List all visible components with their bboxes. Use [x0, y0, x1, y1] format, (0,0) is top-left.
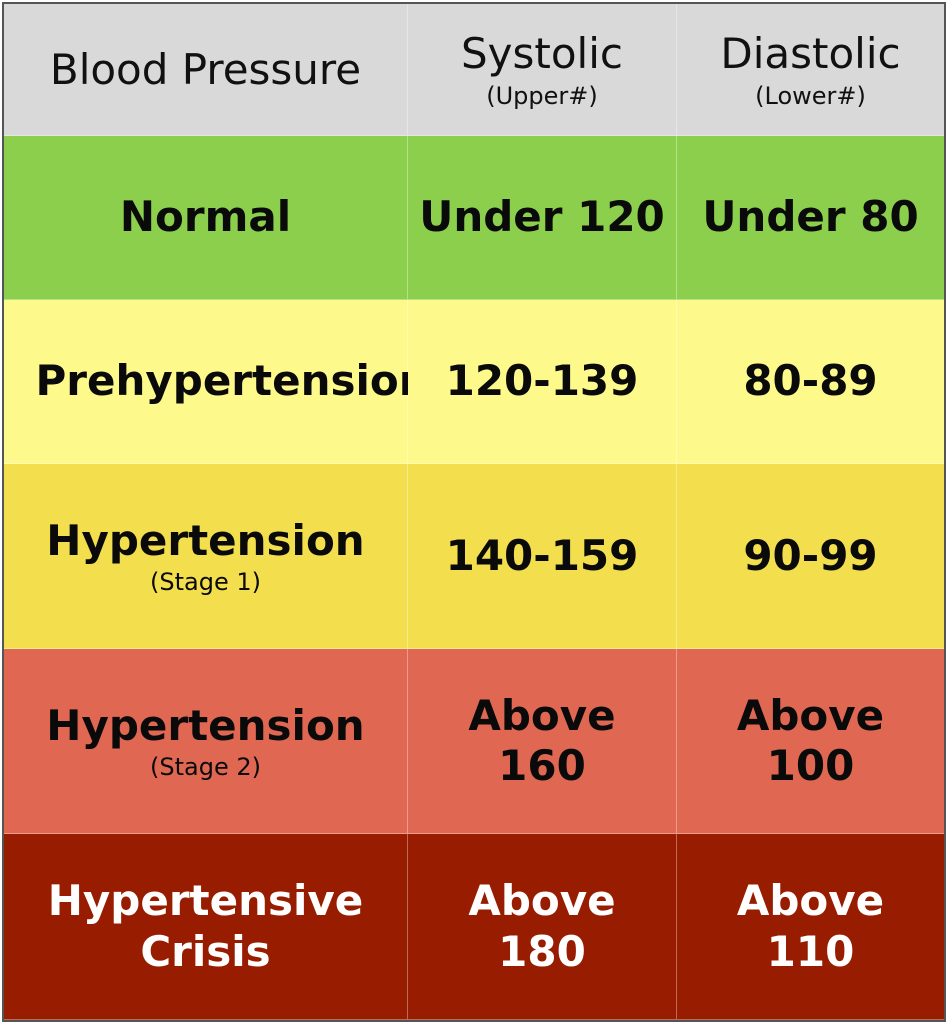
cell-note: (Upper#) — [486, 82, 598, 110]
cell-text: Above 180 — [468, 876, 616, 976]
cell-text: 140-159 — [445, 530, 639, 580]
body-cell: Above 180 — [408, 834, 677, 1020]
cell-text: Under 80 — [702, 192, 919, 242]
cell-text: Diastolic — [720, 29, 901, 78]
head-cell: Systolic (Upper#) — [408, 4, 677, 136]
body-cell: Hypertension (Stage 2) — [4, 649, 408, 834]
cell-text: Normal — [119, 192, 292, 242]
cell-text: 90-99 — [743, 530, 878, 580]
body-cell: Normal — [4, 136, 408, 300]
cell-text: Hypertension — [46, 700, 365, 750]
cell-text: Above 110 — [736, 876, 885, 976]
cell-text: 80-89 — [743, 356, 878, 406]
cell-note: (Stage 2) — [150, 753, 261, 782]
cell-text: Blood Pressure — [49, 45, 362, 94]
body-cell: Under 80 — [677, 136, 944, 300]
body-cell: 120-139 — [408, 300, 677, 464]
cell-text: Above 160 — [468, 690, 616, 790]
body-cell: Above 100 — [677, 649, 944, 834]
cell-text: 120-139 — [445, 356, 639, 406]
body-cell: Hypertensive Crisis — [4, 834, 408, 1020]
body-cell: 90-99 — [677, 464, 944, 649]
cell-note: (Stage 1) — [150, 568, 261, 597]
cell-text: Systolic — [461, 29, 623, 78]
cell-text: Prehypertension — [35, 356, 429, 406]
head-cell: Diastolic (Lower#) — [677, 4, 944, 136]
body-cell: Above 160 — [408, 649, 677, 834]
body-cell: 140-159 — [408, 464, 677, 649]
cell-text: Hypertensive Crisis — [47, 876, 364, 976]
cell-text: Above 100 — [736, 690, 885, 790]
cell-text: Under 120 — [419, 192, 665, 242]
body-cell: Under 120 — [408, 136, 677, 300]
head-cell: Blood Pressure — [4, 4, 408, 136]
body-cell: Above 110 — [677, 834, 944, 1020]
body-cell: Prehypertension — [4, 300, 429, 464]
body-cell: 80-89 — [677, 300, 944, 464]
body-cell: Hypertension (Stage 1) — [4, 464, 408, 649]
cell-note: (Lower#) — [755, 82, 866, 110]
cell-text: Hypertension — [46, 515, 365, 565]
